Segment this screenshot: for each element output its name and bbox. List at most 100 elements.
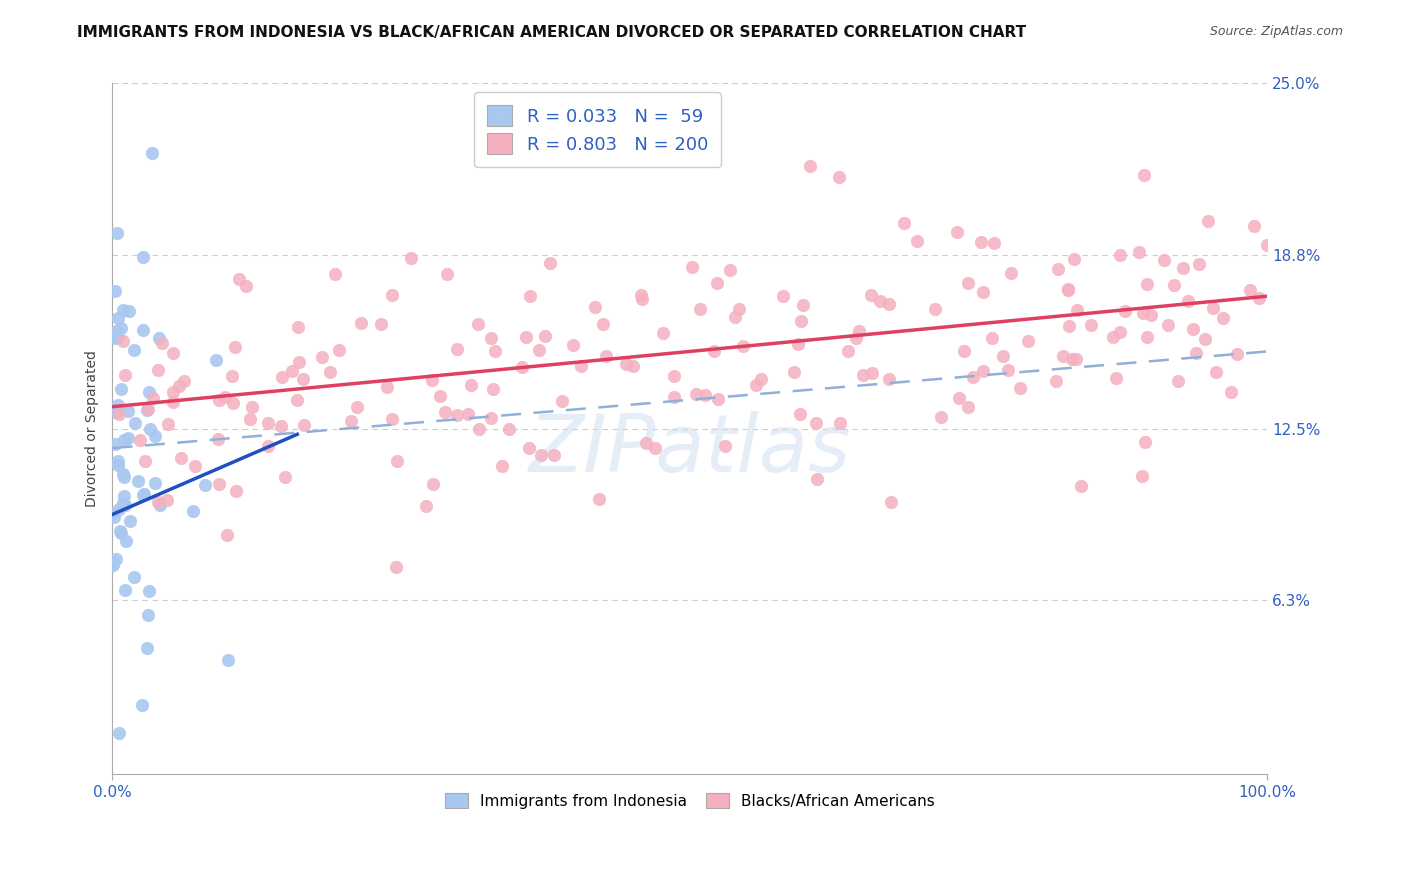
Point — [631, 292, 654, 306]
Point — [1045, 374, 1067, 388]
Point — [110, 525, 132, 540]
Text: Source: ZipAtlas.com: Source: ZipAtlas.com — [1209, 25, 1343, 38]
Text: ZIPatlas: ZIPatlas — [529, 410, 851, 489]
Point — [118, 304, 141, 318]
Point — [1105, 371, 1128, 385]
Point — [718, 262, 741, 277]
Point — [112, 302, 135, 317]
Point — [1243, 219, 1265, 234]
Point — [107, 398, 129, 412]
Point — [848, 324, 870, 338]
Point — [970, 235, 993, 249]
Point — [339, 413, 361, 427]
Point — [533, 329, 555, 343]
Point — [104, 405, 127, 419]
Point — [346, 401, 368, 415]
Point — [733, 339, 755, 353]
Point — [457, 408, 479, 422]
Point — [131, 323, 153, 337]
Legend: Immigrants from Indonesia, Blacks/African Americans: Immigrants from Indonesia, Blacks/Africa… — [439, 787, 941, 814]
Point — [162, 385, 184, 400]
Point — [138, 384, 160, 399]
Point — [1070, 478, 1092, 492]
Point — [257, 416, 280, 430]
Point — [498, 422, 520, 436]
Point — [1102, 330, 1125, 344]
Point — [517, 442, 540, 456]
Point — [184, 458, 207, 473]
Point — [852, 368, 875, 382]
Point — [148, 495, 170, 509]
Point — [311, 350, 333, 364]
Point — [228, 272, 250, 286]
Point — [529, 343, 551, 358]
Point — [614, 357, 637, 371]
Point — [108, 501, 131, 516]
Point — [103, 558, 125, 572]
Point — [105, 324, 128, 338]
Point — [415, 499, 437, 513]
Point — [595, 349, 617, 363]
Point — [623, 359, 645, 373]
Point — [845, 331, 868, 345]
Point — [222, 396, 245, 410]
Point — [225, 484, 247, 499]
Point — [349, 316, 371, 330]
Point — [238, 412, 260, 426]
Point — [285, 392, 308, 407]
Point — [318, 365, 340, 379]
Point — [1080, 318, 1102, 333]
Point — [104, 436, 127, 450]
Point — [837, 343, 859, 358]
Point — [135, 640, 157, 655]
Point — [1008, 381, 1031, 395]
Point — [104, 330, 127, 344]
Point — [491, 459, 513, 474]
Point — [479, 411, 502, 425]
Point — [1157, 318, 1180, 332]
Point — [385, 454, 408, 468]
Point — [170, 450, 193, 465]
Point — [551, 393, 574, 408]
Point — [538, 256, 561, 270]
Point — [787, 337, 810, 351]
Point — [150, 335, 173, 350]
Point — [706, 276, 728, 290]
Point — [208, 393, 231, 408]
Point — [1194, 333, 1216, 347]
Point — [652, 326, 675, 340]
Point — [1171, 260, 1194, 275]
Point — [143, 428, 166, 442]
Point — [772, 288, 794, 302]
Point — [714, 439, 737, 453]
Point — [429, 389, 451, 403]
Point — [208, 477, 231, 491]
Point — [114, 368, 136, 383]
Point — [107, 453, 129, 467]
Point — [328, 343, 350, 358]
Point — [948, 391, 970, 405]
Point — [375, 380, 398, 394]
Point — [1197, 213, 1219, 227]
Point — [1135, 435, 1157, 450]
Point — [131, 698, 153, 712]
Point — [1177, 294, 1199, 309]
Point — [806, 472, 828, 486]
Point — [893, 216, 915, 230]
Point — [924, 302, 946, 317]
Point — [281, 363, 304, 377]
Point — [194, 478, 217, 492]
Point — [214, 390, 236, 404]
Point — [139, 422, 162, 436]
Point — [1188, 257, 1211, 271]
Point — [110, 321, 132, 335]
Point — [420, 373, 443, 387]
Point — [561, 337, 583, 351]
Point — [1063, 252, 1085, 267]
Point — [689, 301, 711, 316]
Point — [569, 359, 592, 373]
Point — [983, 235, 1005, 250]
Point — [1205, 365, 1227, 379]
Point — [1220, 384, 1243, 399]
Point — [728, 301, 751, 316]
